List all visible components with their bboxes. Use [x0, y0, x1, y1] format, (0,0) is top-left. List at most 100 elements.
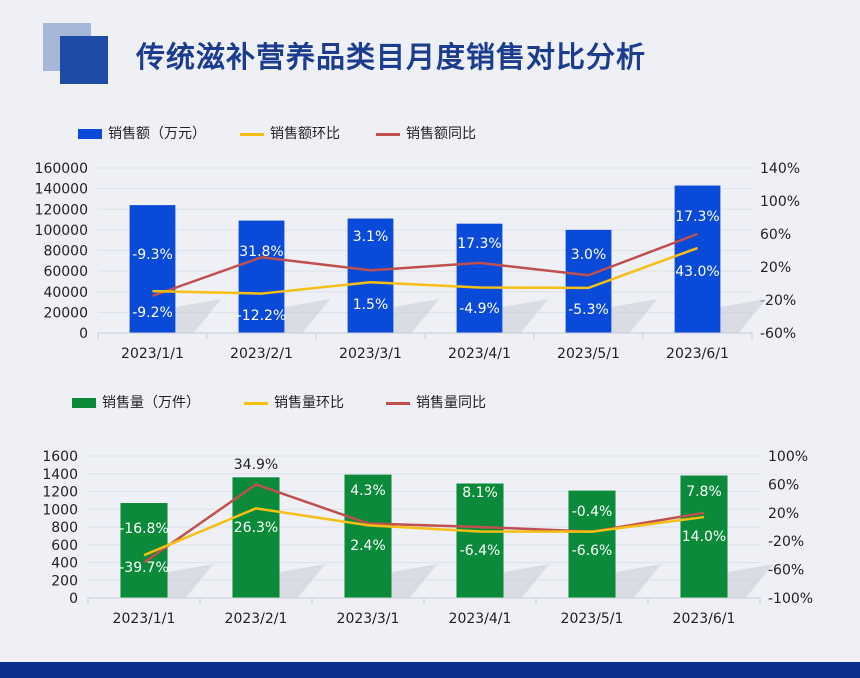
yoy-line — [152, 232, 698, 298]
y-right-tick-label: 20% — [768, 506, 799, 522]
bar-shadow — [279, 564, 326, 598]
title-decoration — [43, 23, 108, 84]
line-data-label: 1.5% — [353, 297, 389, 313]
line-data-label: -6.4% — [460, 543, 501, 559]
legend-label: 销售额（万元） — [108, 126, 206, 142]
bar — [680, 475, 728, 598]
bar-data-label: 8.1% — [462, 485, 498, 501]
x-tick-label: 2023/5/1 — [561, 611, 624, 627]
legend-swatch-line — [244, 402, 268, 405]
y-right-tick-label: -20% — [768, 534, 804, 550]
legend-swatch-line — [386, 402, 410, 405]
y-left-tick-label: 20000 — [43, 305, 88, 321]
mom-line — [152, 246, 698, 295]
line-data-label: 2.4% — [350, 538, 386, 554]
x-tick-label: 2023/3/1 — [339, 346, 402, 362]
line-data-label: -9.2% — [132, 305, 173, 321]
y-left-tick-label: 160000 — [35, 161, 88, 177]
legend-swatch-line — [376, 133, 400, 136]
y-right-tick-label: -20% — [760, 293, 796, 309]
x-tick-label: 2023/1/1 — [121, 346, 184, 362]
bar-data-label: 17.3% — [457, 236, 501, 252]
legend-swatch-bar — [72, 398, 96, 408]
bar-data-label: -16.8% — [119, 521, 169, 537]
line-data-label: -4.9% — [459, 301, 500, 317]
legend-label: 销售量（万件） — [102, 395, 200, 411]
y-right-tick-label: -100% — [768, 591, 813, 607]
line-data-label: -6.6% — [572, 543, 613, 559]
yoy-line — [143, 483, 705, 564]
bar — [456, 223, 503, 333]
bar-data-label: -9.3% — [132, 247, 173, 263]
bar — [674, 185, 721, 333]
legend-swatch-bar — [78, 129, 102, 139]
bar-data-label: -0.4% — [572, 504, 613, 520]
x-tick-label: 2023/1/1 — [113, 611, 176, 627]
y-left-tick-label: 1200 — [42, 485, 78, 501]
bar — [456, 483, 504, 598]
y-left-tick-label: 1400 — [42, 467, 78, 483]
y-left-tick-label: 0 — [79, 326, 88, 342]
bar-data-label: 3.0% — [571, 247, 607, 263]
deco-square-front — [60, 36, 108, 84]
y-left-tick-label: 1600 — [42, 449, 78, 465]
line-data-label: -5.3% — [568, 302, 609, 318]
bar — [568, 490, 616, 598]
y-right-tick-label: -60% — [760, 326, 796, 342]
x-tick-label: 2023/2/1 — [225, 611, 288, 627]
bar-shadow — [615, 564, 662, 598]
bar — [129, 205, 176, 333]
line-data-label: 26.3% — [234, 520, 278, 536]
page-title: 传统滋补营养品类目月度销售对比分析 — [136, 40, 647, 74]
y-left-tick-label: 60000 — [43, 264, 88, 280]
y-left-tick-label: 80000 — [43, 244, 88, 260]
x-tick-label: 2023/3/1 — [337, 611, 400, 627]
x-tick-label: 2023/6/1 — [673, 611, 736, 627]
mom-line — [143, 507, 705, 557]
bar-shadow — [393, 299, 440, 333]
y-right-tick-label: -60% — [768, 563, 804, 579]
y-left-tick-label: 140000 — [35, 182, 88, 198]
y-left-tick-label: 200 — [51, 573, 78, 589]
y-left-tick-label: 40000 — [43, 285, 88, 301]
y-left-tick-label: 100000 — [35, 223, 88, 239]
bar-shadow — [503, 564, 550, 598]
bar-data-label: 4.3% — [350, 483, 386, 499]
y-left-tick-label: 0 — [69, 591, 78, 607]
bar-shadow — [502, 299, 549, 333]
bar-data-label: 7.8% — [686, 484, 722, 500]
y-left-tick-label: 400 — [51, 556, 78, 572]
bar-shadow — [391, 564, 438, 598]
bottom-bar — [0, 662, 860, 678]
y-left-tick-label: 120000 — [35, 202, 88, 218]
y-right-tick-label: 60% — [768, 477, 799, 493]
x-tick-label: 2023/4/1 — [449, 611, 512, 627]
line-data-label: -39.7% — [119, 560, 169, 576]
y-left-tick-label: 1000 — [42, 502, 78, 518]
x-tick-label: 2023/5/1 — [557, 346, 620, 362]
legend-label: 销售额环比 — [270, 126, 340, 142]
bar-shadow — [611, 299, 658, 333]
line-data-label: -12.2% — [237, 308, 287, 324]
bar — [344, 474, 392, 598]
bar-data-label: 31.8% — [239, 244, 283, 260]
bar-data-label: 34.9% — [234, 457, 278, 473]
y-right-tick-label: 20% — [760, 260, 791, 276]
bar-data-label: 17.3% — [675, 209, 719, 225]
line-data-label: 43.0% — [675, 264, 719, 280]
sales-amount-chart: 160000 140000 120000 100000 80000 60000 40000 2… — [35, 161, 800, 362]
bar-shadow — [175, 299, 222, 333]
x-tick-label: 2023/4/1 — [448, 346, 511, 362]
bar — [347, 218, 394, 333]
bar — [238, 220, 285, 333]
bar-shadow — [720, 299, 767, 333]
y-right-tick-label: 100% — [760, 194, 800, 210]
bar-shadow — [167, 564, 214, 598]
legend-label: 销售量同比 — [416, 395, 486, 411]
legend-label: 销售额同比 — [406, 126, 476, 142]
x-tick-label: 2023/2/1 — [230, 346, 293, 362]
bar-shadow — [284, 299, 331, 333]
bar — [232, 477, 280, 598]
legend-swatch-line — [240, 133, 264, 136]
